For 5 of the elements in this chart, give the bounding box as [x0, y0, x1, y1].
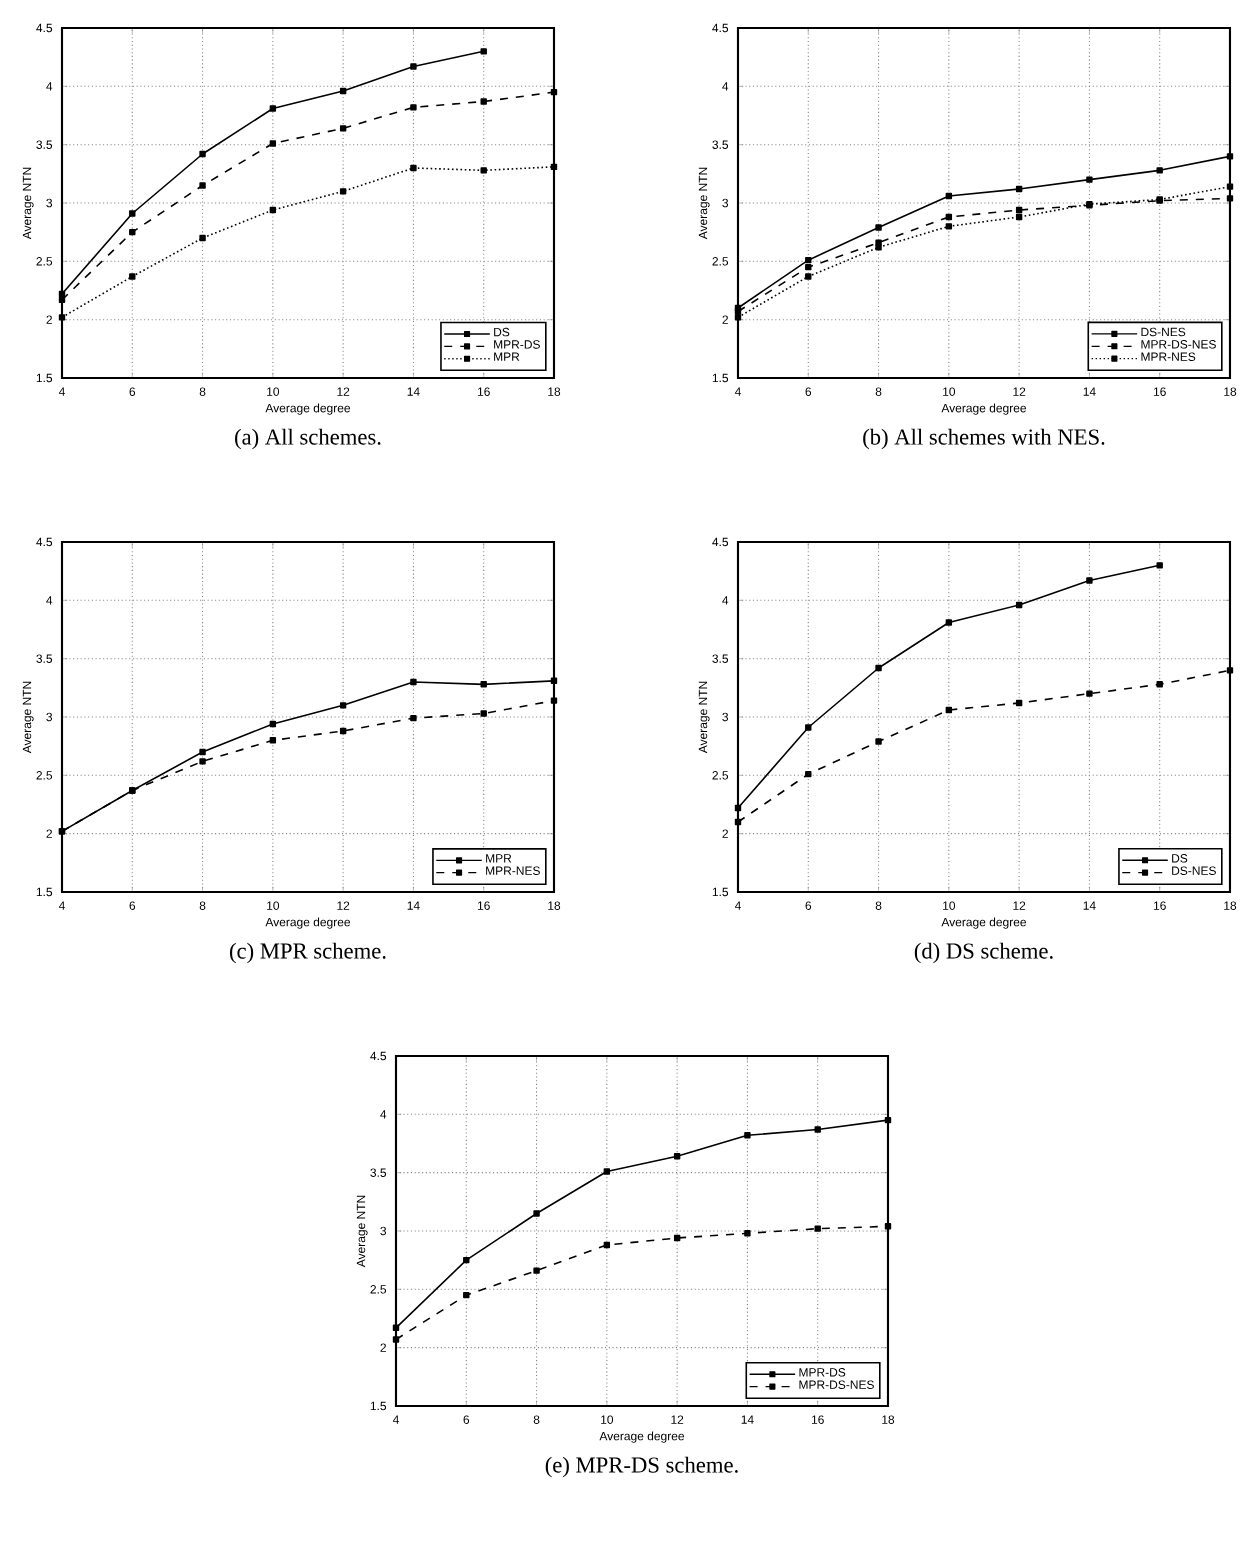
- text: (e) MPR-DS scheme.: [545, 1456, 738, 1478]
- text: (d) DS scheme.: [915, 942, 1053, 964]
- text: (b) All schemes with NES.: [863, 428, 1105, 450]
- text: (c) MPR scheme.: [230, 942, 386, 964]
- text: (a) All schemes.: [235, 428, 381, 450]
